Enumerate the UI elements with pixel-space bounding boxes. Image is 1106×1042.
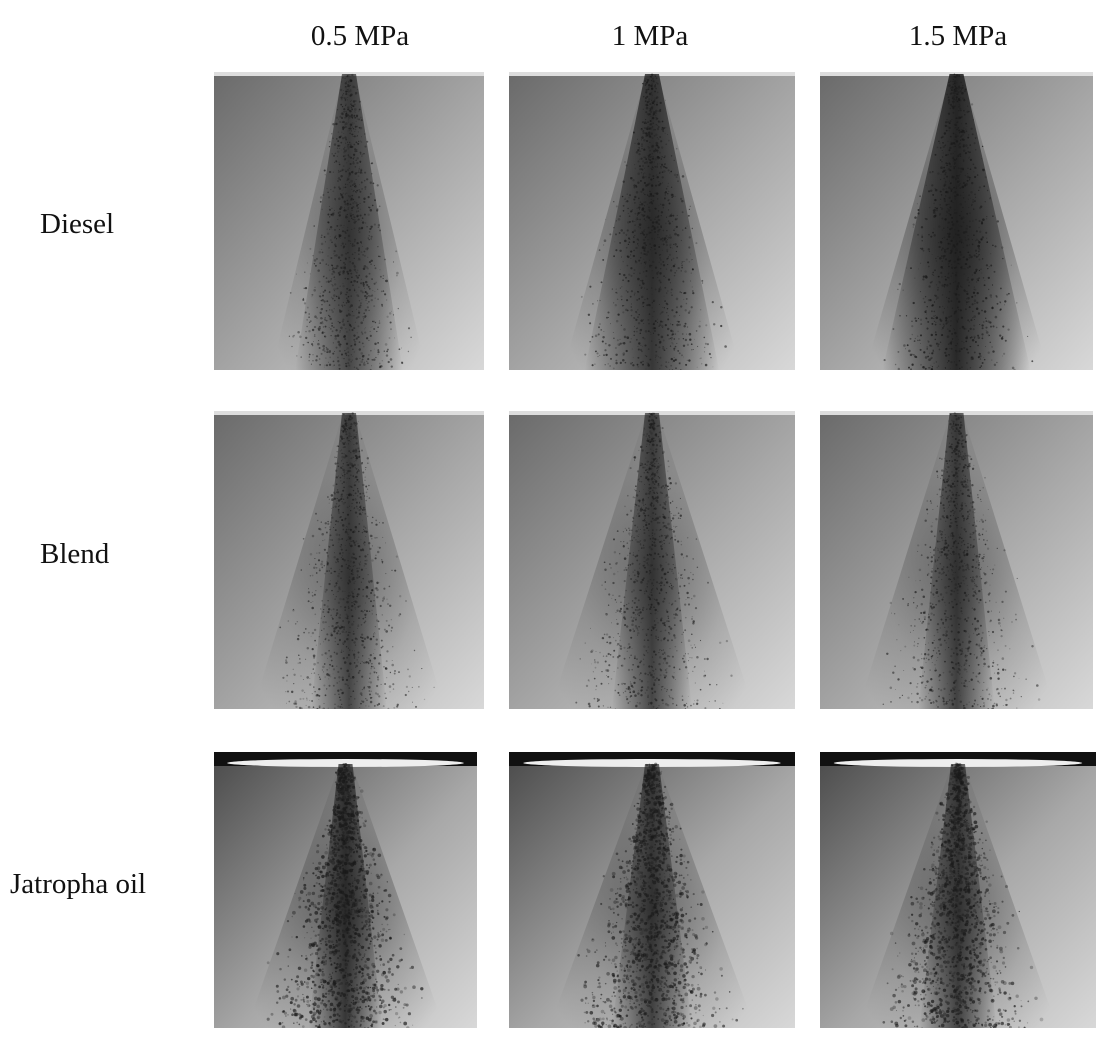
spray-image-diesel-0-5-mpa xyxy=(214,72,484,370)
row-label-jatropha-oil: Jatropha oil xyxy=(10,868,147,900)
column-label-1-mpa: 1 MPa xyxy=(611,20,689,52)
spray-image-blend-0-5-mpa xyxy=(214,411,484,709)
spray-photo xyxy=(509,72,795,370)
spray-image-blend-1-mpa xyxy=(509,411,795,709)
spray-image-jatropha-oil-1-mpa xyxy=(509,752,795,1028)
spray-photo xyxy=(509,752,795,1028)
spray-image-diesel-1-mpa xyxy=(509,72,795,370)
spray-photo xyxy=(214,752,477,1028)
spray-photo xyxy=(820,411,1093,709)
column-label-1-5-mpa: 1.5 MPa xyxy=(908,20,1008,52)
spray-photo xyxy=(214,411,484,709)
spray-photo xyxy=(820,72,1093,370)
spray-image-blend-1-5-mpa xyxy=(820,411,1093,709)
spray-image-diesel-1-5-mpa xyxy=(820,72,1093,370)
row-label-blend: Blend xyxy=(40,538,110,570)
spray-image-jatropha-oil-0-5-mpa xyxy=(214,752,477,1028)
column-label-0-5-mpa: 0.5 MPa xyxy=(310,20,410,52)
row-label-diesel: Diesel xyxy=(40,208,115,240)
spray-image-jatropha-oil-1-5-mpa xyxy=(820,752,1096,1028)
spray-photo xyxy=(820,752,1096,1028)
spray-photo xyxy=(509,411,795,709)
spray-photo xyxy=(214,72,484,370)
